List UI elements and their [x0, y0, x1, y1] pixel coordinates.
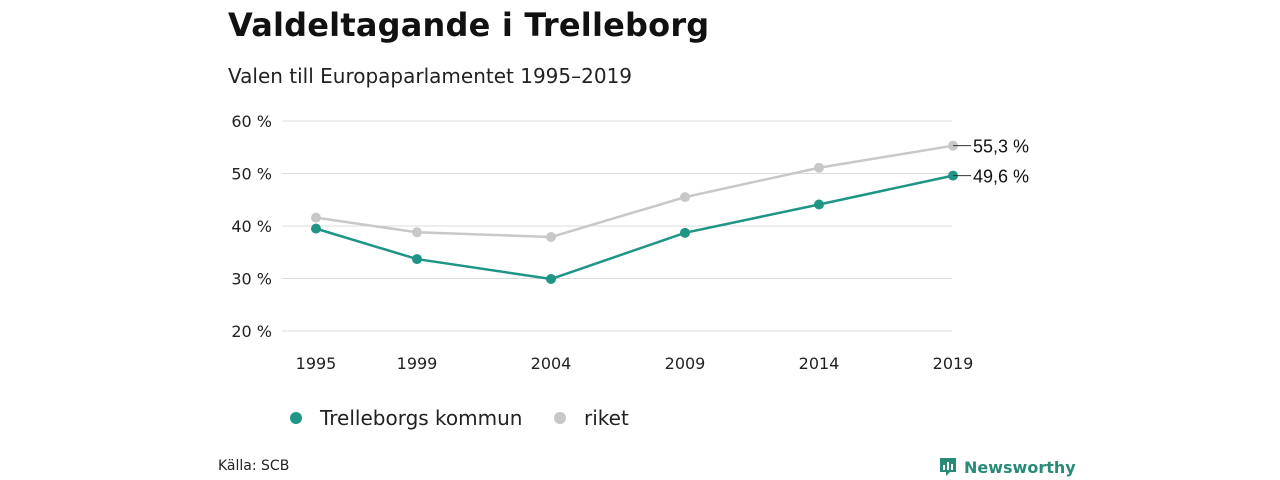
- x-tick-label: 2014: [799, 354, 840, 373]
- data-point-trelleborgs-kommun: [546, 274, 556, 285]
- series-group: 55,3 % 49,6 %: [311, 137, 1029, 285]
- data-point-riket: [814, 162, 824, 173]
- y-tick-label: 20 %: [231, 322, 272, 341]
- y-tick-label: 40 %: [231, 217, 272, 236]
- series-line-riket: [315, 144, 954, 239]
- legend: Trelleborgs kommun riket: [290, 406, 629, 430]
- newsworthy-icon: [940, 458, 956, 476]
- data-point-trelleborgs-kommun: [412, 254, 422, 265]
- data-point-trelleborgs-kommun: [814, 199, 824, 210]
- brand-name: Newsworthy: [964, 457, 1076, 477]
- legend-label-trelleborg: Trelleborgs kommun: [319, 406, 522, 430]
- chart-subtitle: Valen till Europaparlamentet 1995–2019: [228, 64, 633, 88]
- grid-lines: [282, 120, 952, 332]
- source-note: Källa: SCB: [218, 458, 290, 474]
- data-point-riket: [680, 192, 690, 203]
- y-tick-label: 30 %: [231, 270, 272, 289]
- y-tick-label: 60 %: [231, 112, 272, 131]
- x-tick-label: 2009: [665, 354, 706, 373]
- x-tick-label: 1999: [397, 354, 438, 373]
- data-point-riket: [546, 232, 556, 243]
- chart-title: Valdeltagande i Trelleborg: [228, 6, 710, 44]
- legend-marker-trelleborg: [290, 412, 302, 424]
- data-point-trelleborgs-kommun: [680, 227, 690, 238]
- brand-logo: Newsworthy: [938, 456, 1076, 478]
- x-axis-ticks: 1995 1999 2004 2009 2014 2019: [296, 354, 974, 373]
- legend-label-riket: riket: [584, 406, 629, 430]
- series-line-trelleborgs-kommun: [315, 174, 954, 281]
- end-value-label-riket: 55,3 %: [973, 137, 1029, 157]
- y-tick-label: 50 %: [231, 165, 272, 184]
- data-point-trelleborgs-kommun: [311, 223, 321, 234]
- legend-marker-riket: [554, 412, 566, 424]
- data-point-riket: [412, 227, 422, 238]
- x-tick-label: 1995: [296, 354, 337, 373]
- y-axis-ticks: 20 % 30 % 40 % 50 % 60 %: [231, 112, 272, 341]
- data-point-riket: [311, 212, 321, 223]
- end-value-label-trelleborgs-kommun: 49,6 %: [973, 167, 1029, 187]
- x-tick-label: 2004: [531, 354, 572, 373]
- x-tick-label: 2019: [933, 354, 974, 373]
